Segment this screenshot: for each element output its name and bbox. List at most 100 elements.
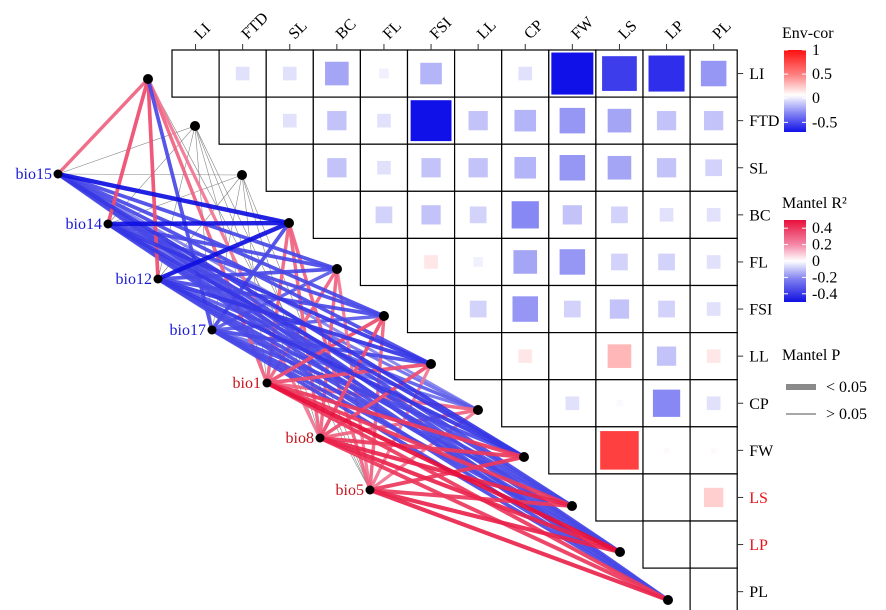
envcor-square-FL-LL <box>473 257 483 267</box>
env-label-bio12: bio12 <box>116 271 152 288</box>
envcor-square-BC-FSI <box>421 205 441 225</box>
row-label-SL: SL <box>749 160 768 177</box>
mantel-edge-bio15-SL <box>57 173 243 176</box>
mantel-edge-bio12-LL <box>156 277 433 366</box>
row-label-FW: FW <box>749 443 774 460</box>
col-label-SL: SL <box>286 18 311 43</box>
envcor-square-CP-LS <box>616 400 623 407</box>
envcor-square-LI-LS <box>602 56 637 91</box>
mantel-edge-bio8-LP <box>317 435 623 555</box>
col-label-BC: BC <box>333 16 360 43</box>
row-label-FTD: FTD <box>749 113 779 130</box>
envcor-square-LL-CP <box>518 349 533 363</box>
envcor-square-FSI-CP <box>512 296 538 322</box>
envcor-square-CP-PL <box>706 396 721 411</box>
legend-envcor-label: 0 <box>812 90 820 107</box>
envcor-square-SL-LP <box>656 158 677 178</box>
node-LL <box>426 359 436 369</box>
mantel-edge-bio8-LL <box>318 362 433 440</box>
envcor-square-FL-LP <box>658 253 675 271</box>
env-label-bio15: bio15 <box>16 166 52 183</box>
node-CP <box>473 405 483 415</box>
envcor-square-FL-CP <box>513 250 538 274</box>
col-label-CP: CP <box>521 17 547 43</box>
node-bio12 <box>153 274 163 284</box>
mantel-edge-bio1-FW <box>265 381 526 459</box>
grid-cell-LI-LI <box>171 49 220 98</box>
envcor-square-FTD-BC <box>327 111 347 131</box>
mantel-edge-bio12-FSI <box>156 277 386 318</box>
col-label-FW: FW <box>568 13 598 43</box>
envcor-square-CP-FW <box>565 396 580 411</box>
row-label-BC: BC <box>749 207 770 224</box>
mantel-edge-bio15-FW <box>56 172 526 459</box>
grid-cell-CP-LS <box>595 379 644 428</box>
legend-envcor-label: 0.5 <box>812 66 832 83</box>
legend-envcor-label: -0.5 <box>812 114 837 131</box>
mantel-edges <box>55 77 671 603</box>
grid-cell-FTD-LP <box>642 96 691 145</box>
envcor-square-FTD-CP <box>514 109 537 132</box>
envcor-square-FL-PL <box>706 255 721 269</box>
envcor-square-LI-LP <box>648 55 685 92</box>
mantel-edge-bio12-FW <box>156 277 526 459</box>
envcor-square-FTD-LS <box>607 108 632 133</box>
row-label-LL: LL <box>749 349 769 366</box>
node-FW <box>519 452 529 462</box>
mantel-edge-bio15-BC <box>55 171 292 226</box>
legend-mantel-r2-label: -0.4 <box>812 286 837 303</box>
envcor-square-FTD-SL <box>282 113 297 128</box>
col-label-FL: FL <box>380 18 405 43</box>
envcor-square-SL-FSI <box>421 158 441 178</box>
node-FSI <box>379 311 389 321</box>
grid-cell-FTD-FTD <box>218 96 267 145</box>
col-label-PL: PL <box>709 18 734 43</box>
col-label-LL: LL <box>474 17 500 43</box>
envcor-square-FTD-LL <box>468 111 488 131</box>
node-bio15 <box>53 169 63 179</box>
col-label-FSI: FSI <box>427 14 455 42</box>
envcor-square-LI-FW <box>551 52 594 95</box>
node-bio1 <box>262 378 272 388</box>
legend-mantel-r2-title: Mantel R² <box>782 195 847 212</box>
envcor-square-BC-LP <box>659 208 674 222</box>
row-label-LI: LI <box>749 66 764 83</box>
row-label-LP: LP <box>749 537 768 554</box>
envcor-square-LI-FSI <box>420 62 442 85</box>
envcor-square-BC-FW <box>562 205 582 225</box>
envcor-square-LL-LP <box>656 346 677 366</box>
row-label-CP: CP <box>749 396 769 413</box>
legend-envcor-label: 1 <box>812 42 820 59</box>
mantel-edge-bio1-SL <box>241 174 268 384</box>
mantel-edge-bio8-FW <box>318 436 526 459</box>
grid-cell-BC-BC <box>312 190 361 240</box>
env-label-bio5: bio5 <box>336 482 364 499</box>
mantel-edge-bio1-PL <box>265 381 670 602</box>
envcor-square-FSI-LS <box>609 299 630 319</box>
envcor-square-SL-LS <box>607 155 632 180</box>
legend-envcor-title: Env-cor <box>782 25 834 42</box>
node-LP <box>615 547 625 557</box>
envcor-square-LI-PL <box>700 60 727 87</box>
col-label-LI: LI <box>191 20 214 43</box>
envcor-square-SL-CP <box>514 156 537 179</box>
node-FTD <box>190 121 200 131</box>
grid-cell-LP-LP <box>642 520 691 569</box>
grid-cell-CP-CP <box>501 379 550 428</box>
envcor-square-FTD-LP <box>656 111 677 131</box>
grid-cell-LS-LP <box>642 473 691 522</box>
envcor-square-FSI-FW <box>564 300 581 318</box>
node-points <box>53 74 673 605</box>
grid-cell-FW-FW <box>548 426 597 475</box>
node-bio5 <box>365 485 375 495</box>
grid-cell-SL-SL <box>265 143 314 192</box>
envcor-square-SL-BC <box>327 158 347 178</box>
envcor-square-FTD-FSI <box>410 100 452 142</box>
envcor-square-FL-LS <box>611 253 628 271</box>
env-label-bio8: bio8 <box>286 430 314 447</box>
envcor-square-BC-LL <box>469 206 487 224</box>
legend-mantel-r2-bar <box>784 220 806 302</box>
envcor-square-FTD-FW <box>559 107 586 134</box>
